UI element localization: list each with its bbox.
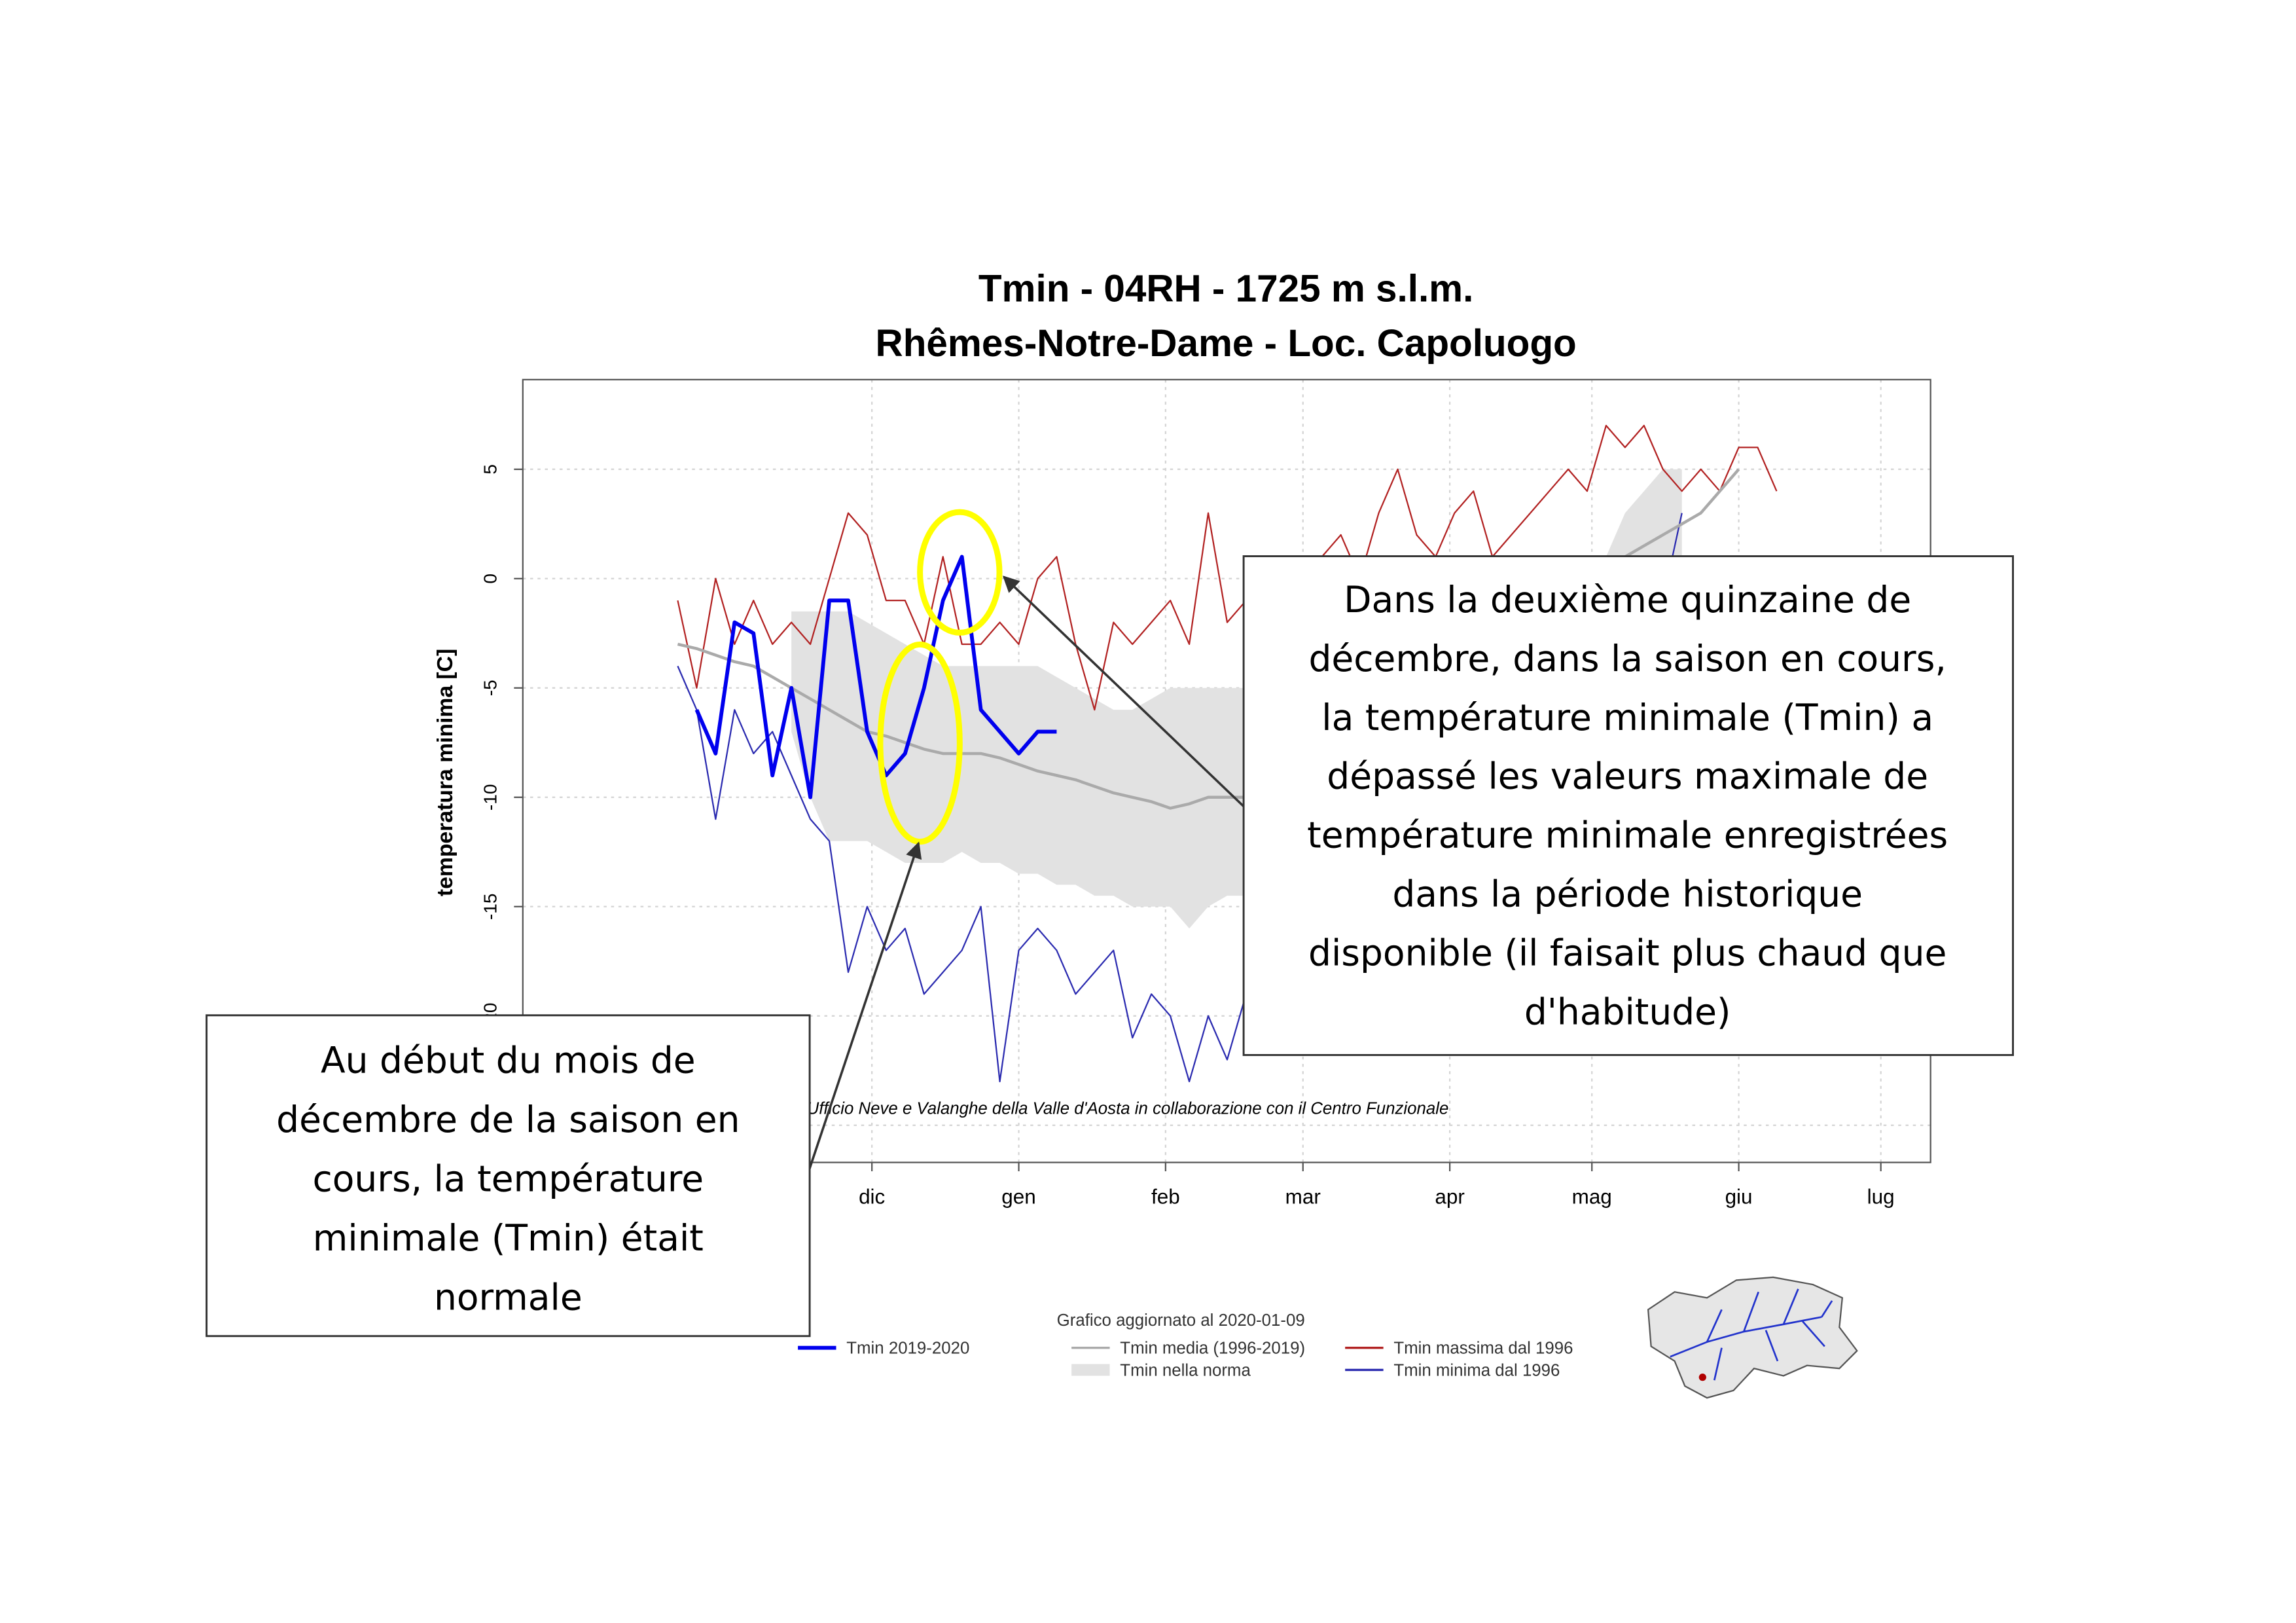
map-rivers (1670, 1288, 1833, 1381)
y-tick-label: 5 (480, 464, 500, 475)
x-tick-label: mag (1572, 1185, 1612, 1208)
y-tick-label: 0 (480, 574, 500, 584)
callout-line: minimale (Tmin) était (313, 1217, 704, 1259)
x-tick-label: mar (1285, 1185, 1321, 1208)
callout-texts: Dans la deuxième quinzaine de décembre, d… (276, 579, 1948, 1319)
y-tick-label: -15 (480, 893, 500, 920)
callout-line: cours, la température (312, 1158, 704, 1200)
callout-line: Au début du mois de (321, 1039, 696, 1081)
series-line (694, 555, 1057, 799)
callout-line: normale (434, 1277, 583, 1319)
arrow (805, 841, 922, 1178)
station-dot (1698, 1374, 1706, 1381)
callout-line: d'habitude) (1524, 991, 1731, 1032)
callout-line: Dans la deuxième quinzaine de (1344, 579, 1911, 621)
legend-label: Tmin massima dal 1996 (1393, 1340, 1573, 1358)
x-tick-label: dic (859, 1185, 885, 1208)
x-tick-label: apr (1435, 1185, 1464, 1208)
series-line (677, 424, 1778, 711)
arrow (1002, 575, 1245, 807)
highlight-ellipse (917, 509, 1003, 636)
y-axis-label: temperatura minima [C] (433, 649, 457, 896)
callout-line: la température minimale (Tmin) a (1321, 697, 1933, 739)
callout-line: température minimale enregistrées (1307, 814, 1948, 856)
legend-label: Tmin media (1996-2019) (1120, 1340, 1305, 1358)
chart-title: Tmin - 04RH - 1725 m s.l.m. (978, 268, 1474, 310)
callout-line: dépassé les valeurs maximale de (1327, 756, 1928, 797)
y-tick-label: -10 (480, 784, 500, 811)
legend-title: Grafico aggiornato al 2020-01-09 (1057, 1311, 1305, 1330)
x-tick-label: giu (1725, 1185, 1753, 1208)
legend-label: Tmin 2019-2020 (846, 1340, 969, 1358)
callout-line: décembre de la saison en (276, 1099, 740, 1140)
source-note: Ufficio Neve e Valanghe della Valle d'Ao… (807, 1099, 1449, 1118)
map-outline (1647, 1276, 1858, 1399)
callout-line: dans la période historique (1392, 873, 1863, 915)
legend: Tmin 2019-2020 Tmin media (1996-2019) Tmin… (798, 1340, 1573, 1379)
x-tick-label: gen (1001, 1185, 1035, 1208)
norm-band (791, 469, 1682, 929)
x-tick-label: lug (1867, 1185, 1895, 1208)
legend-label: Tmin minima dal 1996 (1393, 1361, 1560, 1379)
x-tick-label: feb (1151, 1185, 1180, 1208)
callout-box (206, 1014, 811, 1338)
callout-line: disponible (il faisait plus chaud que (1308, 932, 1946, 974)
y-tick-label: -5 (480, 680, 500, 696)
legend-label: Tmin nella norma (1120, 1361, 1251, 1379)
callout-line: décembre, dans la saison en cours, (1308, 638, 1946, 680)
chart-subtitle: Rhêmes-Notre-Dame - Loc. Capoluogo (876, 322, 1577, 365)
callout-box (1242, 555, 2014, 1056)
region-map (1647, 1276, 1858, 1399)
